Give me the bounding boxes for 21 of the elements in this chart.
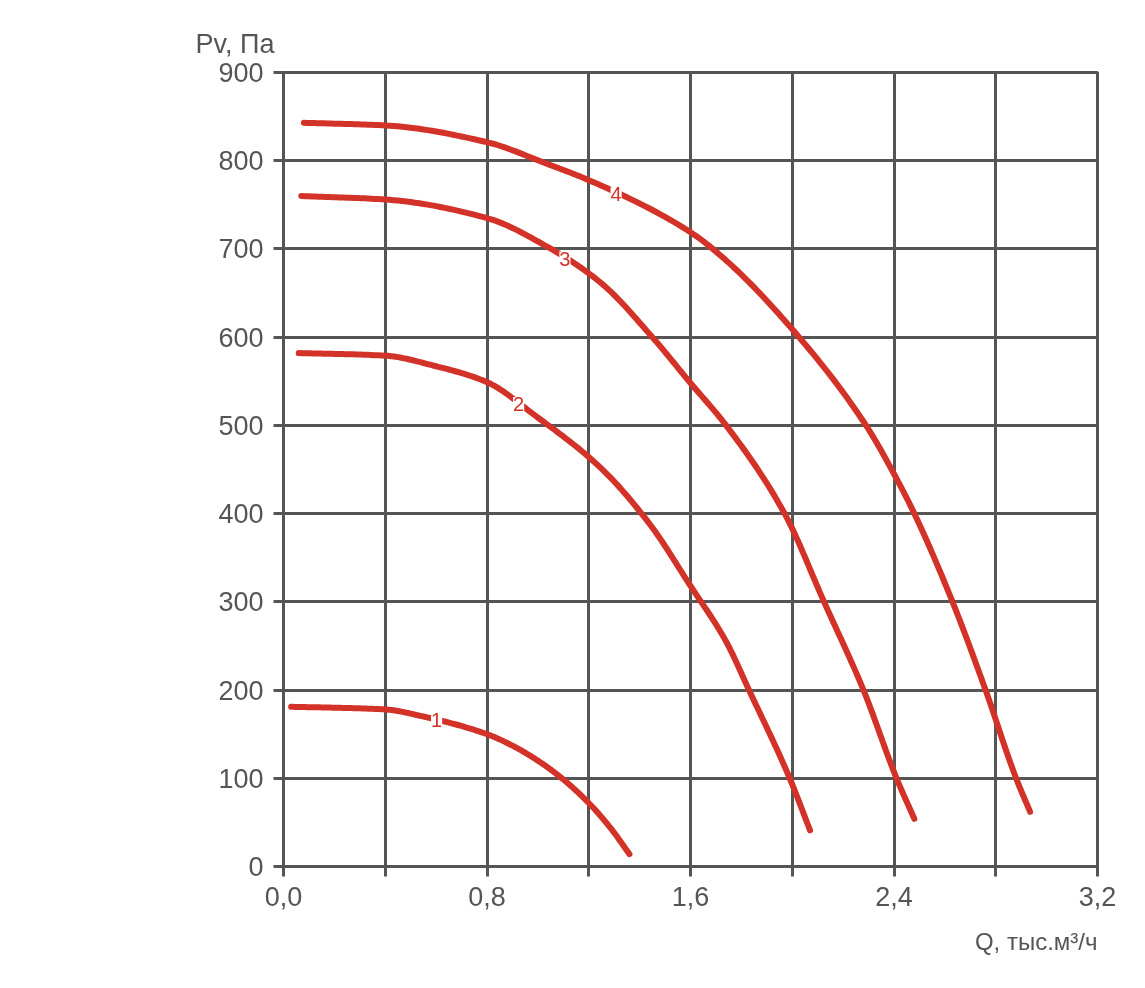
x-axis-title: Q, тыс.м³/ч [974,927,1098,955]
y-tick-label: 500 [218,410,264,441]
y-tick-label: 0 [248,852,264,882]
y-tick-label: 700 [218,234,264,265]
y-axis-title: Pv, Па [195,28,276,59]
y-tick-label: 400 [218,499,264,530]
y-tick-label: 200 [218,675,264,706]
series-label: 3 [559,247,571,270]
series-label: 1 [431,709,443,732]
y-tick-label: 100 [218,763,264,794]
x-tick-label: 3,2 [1078,881,1117,912]
x-tick-label: 1,6 [671,881,710,912]
y-tick-label: 900 [218,58,264,88]
y-tick-label: 800 [218,146,264,177]
x-tick-label: 2,4 [875,881,913,912]
y-tick-label: 600 [218,322,264,353]
y-tick-label: 300 [218,587,264,618]
x-tick-label: 0,0 [264,881,303,912]
series-label: 4 [610,183,622,206]
x-tick-label: 0,8 [468,881,506,912]
series-label: 2 [513,393,525,416]
